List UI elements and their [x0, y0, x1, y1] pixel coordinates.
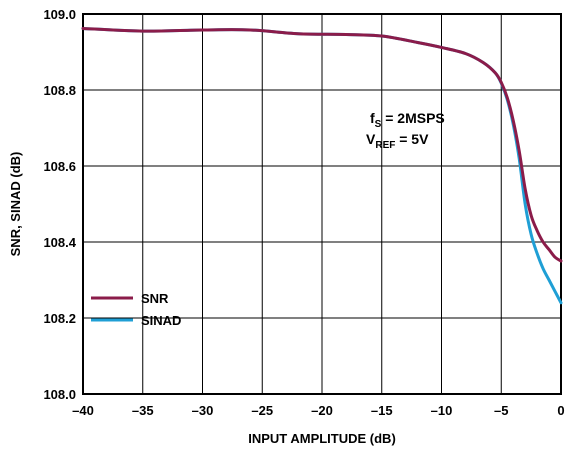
- plot-frame: [82, 13, 562, 395]
- x-tick-label: –10: [431, 403, 453, 418]
- y-tick-label: 109.0: [43, 7, 76, 22]
- x-tick-label: –40: [72, 403, 94, 418]
- annotation-fs: fS = 2MSPS: [370, 110, 445, 130]
- legend-label-snr: SNR: [141, 291, 169, 306]
- x-axis-title: INPUT AMPLITUDE (dB): [248, 431, 396, 446]
- x-tick-labels: –40 –35 –30 –25 –20 –15 –10 –5 0: [72, 403, 564, 418]
- x-tick-label: 0: [557, 403, 564, 418]
- x-tick-label: –30: [192, 403, 214, 418]
- y-axis-title: SNR, SINAD (dB): [8, 152, 23, 257]
- y-tick-labels: 108.0 108.2 108.4 108.6 108.8 109.0: [43, 7, 76, 402]
- y-tick-label: 108.6: [43, 159, 76, 174]
- annotation-vref: VREF = 5V: [366, 131, 429, 151]
- x-tick-label: –25: [251, 403, 273, 418]
- y-tick-label: 108.0: [43, 387, 76, 402]
- annotation: fS = 2MSPS VREF = 5V: [366, 110, 445, 151]
- x-tick-label: –20: [311, 403, 333, 418]
- series-line-snr: [81, 26, 563, 263]
- x-tick-label: –5: [494, 403, 508, 418]
- y-tick-label: 108.8: [43, 83, 76, 98]
- series-lines: [81, 26, 563, 305]
- x-tick-label: –35: [132, 403, 154, 418]
- y-tick-label: 108.2: [43, 311, 76, 326]
- x-tick-label: –15: [371, 403, 393, 418]
- grid-lines: [82, 13, 562, 395]
- legend: SNR SINAD: [91, 291, 181, 328]
- y-tick-label: 108.4: [43, 235, 76, 250]
- legend-label-sinad: SINAD: [141, 313, 181, 328]
